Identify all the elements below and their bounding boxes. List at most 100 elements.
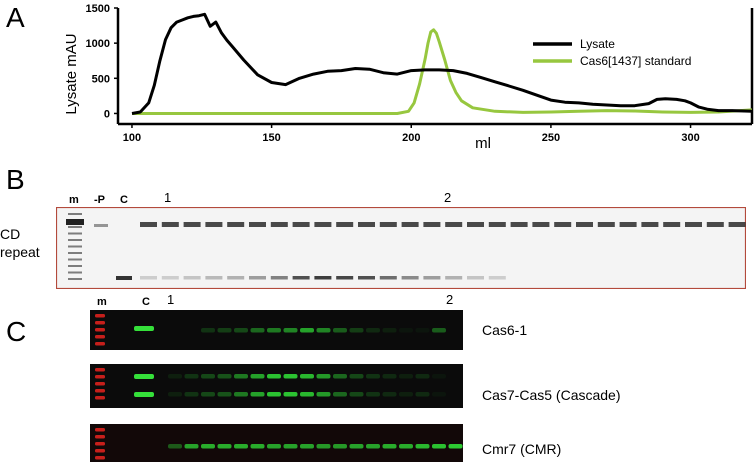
fraction-band — [432, 444, 446, 449]
fraction-band — [448, 444, 463, 449]
cd-repeat-label-line2: repeat — [0, 243, 40, 260]
fraction-band — [382, 392, 397, 397]
chromatogram-chart: 100 150 200 250 300 0 500 1000 1500 Lysate Cas6[1… — [63, 3, 754, 152]
fraction-band — [316, 444, 331, 449]
series-line-1 — [132, 28, 753, 115]
ladder-band — [95, 382, 105, 386]
fraction-band-lower — [227, 276, 245, 280]
fraction-band — [168, 374, 182, 379]
fraction-band — [333, 392, 347, 397]
y-tick-label: 1500 — [86, 3, 110, 15]
ladder-band — [95, 456, 105, 460]
fraction-band — [366, 328, 380, 333]
ladder-band — [68, 271, 82, 274]
legend-entry-1: Cas6[1437] standard — [580, 54, 691, 68]
fraction-band — [234, 374, 248, 379]
ladder-band — [68, 239, 82, 241]
fraction-band — [382, 444, 397, 449]
fraction-band — [399, 444, 413, 449]
y-axis-label: Lysate mAU — [63, 33, 80, 114]
fraction-band-upper — [314, 222, 332, 227]
fraction-band — [415, 392, 430, 397]
fraction-band — [250, 374, 265, 379]
fraction-band — [267, 374, 281, 379]
fraction-marker-1: 1 — [164, 190, 172, 205]
fraction-band-lower — [249, 276, 266, 280]
fraction-band — [217, 328, 232, 333]
fraction-band — [432, 392, 446, 397]
blot-background — [90, 364, 463, 408]
chart-axes: 100 150 200 250 300 0 500 1000 1500 — [86, 3, 754, 144]
y-tick-label: 500 — [92, 73, 110, 85]
ladder-band — [95, 389, 105, 393]
fraction-band-upper — [249, 222, 266, 227]
y-tick-label: 1000 — [86, 38, 110, 50]
fraction-band-lower — [183, 276, 201, 280]
y-tick-label: 0 — [104, 108, 110, 120]
blot-label-cmr7: Cmr7 (CMR) — [482, 441, 562, 457]
panel-letter-a: A — [6, 2, 25, 33]
fraction-band — [300, 328, 314, 333]
cd-repeat-gel — [56, 207, 746, 289]
fraction-band — [366, 444, 380, 449]
blot-lane-label-m: m — [97, 296, 107, 308]
x-axis-label: ml — [475, 135, 491, 152]
blot-fraction-marker-2: 2 — [446, 292, 454, 307]
fraction-band-upper — [510, 222, 528, 227]
fraction-band — [201, 392, 215, 397]
fraction-band — [366, 392, 380, 397]
fraction-band — [349, 392, 364, 397]
fraction-band-lower — [270, 276, 288, 280]
fraction-band — [184, 444, 199, 449]
lane-label-c: C — [120, 194, 128, 206]
ladder-band — [68, 258, 82, 261]
fraction-band-lower — [292, 276, 310, 280]
fraction-band — [201, 328, 215, 333]
fraction-band-lower — [488, 276, 506, 280]
x-tick-label: 300 — [681, 132, 699, 144]
fraction-band-lower — [205, 276, 223, 280]
blot-cmr7 — [90, 424, 463, 462]
fraction-band-upper — [488, 222, 506, 227]
ladder-band — [95, 428, 105, 432]
fraction-band — [283, 444, 298, 449]
panel-letter-c: C — [6, 316, 27, 347]
blot-label-cas7-cas5: Cas7-Cas5 (Cascade) — [482, 387, 621, 403]
fraction-band-upper — [576, 222, 593, 227]
fraction-band — [316, 374, 331, 379]
fraction-band-lower — [358, 276, 375, 280]
fraction-band — [283, 392, 298, 397]
fraction-band — [382, 328, 397, 333]
ladder-band — [95, 314, 105, 318]
fraction-band-upper — [597, 222, 615, 227]
chart-legend: Lysate Cas6[1437] standard — [533, 37, 691, 68]
fraction-band-upper — [336, 222, 354, 227]
ladder-band — [95, 328, 105, 332]
fraction-band — [382, 374, 397, 379]
fraction-band — [415, 328, 430, 333]
fraction-band-lower — [140, 276, 157, 280]
fraction-band — [333, 444, 347, 449]
fraction-band-upper — [183, 222, 201, 227]
fraction-band-upper — [205, 222, 223, 227]
fraction-band-upper — [728, 222, 746, 227]
ladder-band — [68, 265, 82, 267]
fraction-band-upper — [292, 222, 310, 227]
x-tick-label: 100 — [123, 132, 141, 144]
fraction-band — [283, 374, 298, 379]
fraction-band — [399, 392, 413, 397]
fraction-band-upper — [467, 222, 484, 227]
fraction-band-lower — [423, 276, 441, 280]
fraction-band — [168, 392, 182, 397]
fraction-band — [300, 374, 314, 379]
fraction-band-upper — [685, 222, 702, 227]
ladder-band — [68, 252, 82, 254]
fraction-band-upper — [663, 222, 681, 227]
fraction-band — [201, 374, 215, 379]
fraction-band-lower — [336, 276, 354, 280]
blot-lane-label-c: C — [142, 296, 150, 308]
blot-cas7-cas5 — [90, 364, 463, 408]
fraction-band — [316, 328, 331, 333]
control-band — [134, 326, 154, 331]
fraction-band-upper — [227, 222, 245, 227]
